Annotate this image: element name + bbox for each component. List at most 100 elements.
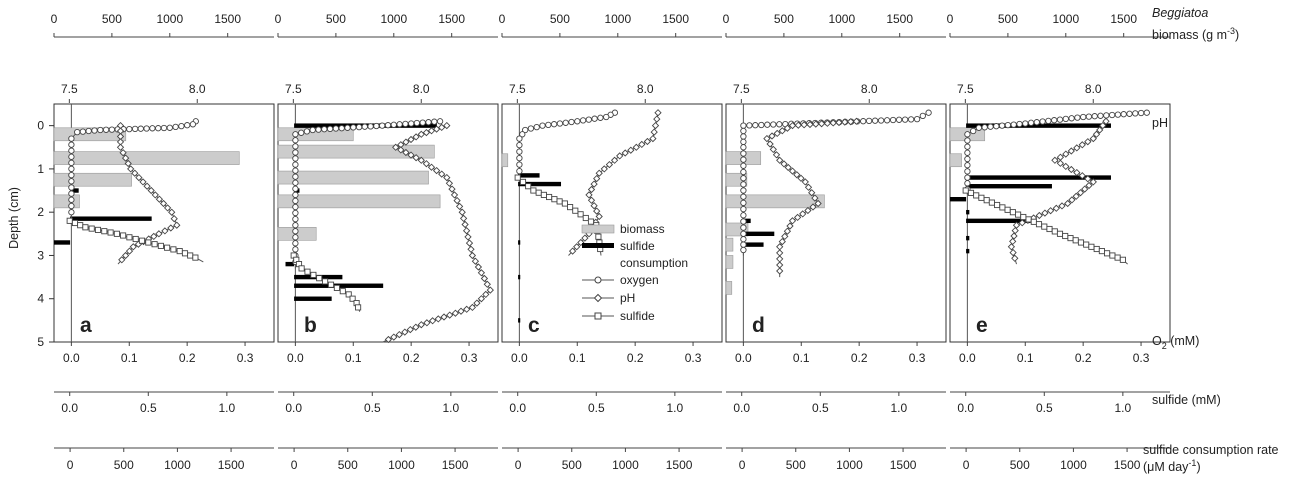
sulfide-point [999,204,1006,211]
ph-point [125,247,134,255]
consumption-bar [966,123,1111,128]
ph-point [167,224,175,232]
panel-frame [949,103,1171,343]
sulfide-point [176,248,183,255]
oxygen-point [770,121,777,128]
ph-tick-label: 8.0 [861,82,878,96]
ph-point [1068,196,1076,204]
oxygen-point [292,228,299,235]
ph-point [1041,209,1049,217]
ph-point [412,133,420,141]
oxygen-point [603,113,610,121]
sulfide-point [316,275,323,282]
ph-point [428,317,437,325]
ph-point [776,255,784,263]
ph-point [434,315,442,323]
oxygen-point [516,154,523,162]
biomass-axis-title-genus: Beggiatoa [1152,6,1208,20]
sulfide-point [1046,225,1053,233]
oxygen-tick-label: 0.0 [287,351,304,365]
ph-point [823,119,832,127]
ph-point [474,263,483,271]
ph-point [402,138,410,146]
consumption-bar [70,216,152,221]
biomass-bar [949,153,962,168]
ph-point [610,156,619,164]
oxygen-tick-label: 0.2 [179,351,196,365]
sulfide-tick-label: 0.5 [140,401,157,415]
oxygen-point [143,125,150,132]
ph-point [151,191,159,199]
ph-point [155,195,164,203]
biomass-tick-label: 1500 [886,12,913,26]
ph-point [483,280,491,288]
ph-point [616,152,624,160]
oxygen-point [149,125,156,132]
ph-point [121,251,130,260]
sulfide-point [1009,209,1016,216]
ph-point [794,121,802,129]
legend-oxygen-marker [594,276,602,284]
ph-point [778,237,786,246]
oxygen-point [981,124,988,131]
oxygen-point [332,125,340,132]
ph-point [786,222,794,230]
oxygen-point [292,209,299,217]
sulfide-point [310,271,317,278]
legend-ph-label: pH [620,291,635,305]
rate-axis-title-units: (μM day-1) [1143,458,1201,474]
ph-point [595,212,603,221]
oxygen-point [740,127,747,135]
oxygen-point [964,143,971,150]
ph-point [417,130,425,138]
ph-point [784,163,792,172]
ph-point [1010,232,1018,240]
oxygen-point [539,122,546,129]
ph-point [1009,248,1017,257]
sulfide-point [967,189,975,196]
ph-point [143,182,151,190]
oxygen-point [292,215,299,223]
oxygen-point [519,131,526,138]
sulfide-point [556,198,563,205]
sulfide-tick-label: 0.5 [588,401,605,415]
oxygen-point [361,123,368,130]
panel-letter: e [976,314,988,337]
ph-point [852,117,861,125]
ph-point [1064,199,1072,208]
rate-tick-label: 1000 [1060,458,1087,472]
oxygen-point [292,197,299,205]
oxygen-point [919,112,926,120]
oxygen-point [740,122,747,129]
ph-point [477,269,486,277]
oxygen-point [516,148,523,155]
ph-point [392,143,400,151]
oxygen-point [740,175,747,182]
panels-layer: a b c d e [53,103,1171,344]
sulfide-point [1004,206,1011,213]
legend-consumption-label-2: consumption [620,256,688,270]
oxygen-point [889,116,897,124]
biomass-tick-label: 1000 [1052,12,1079,26]
sulfide-point [1030,218,1037,225]
biomass-tick-label: 500 [326,12,346,26]
ph-point [1092,130,1101,138]
oxygen-point [303,128,311,135]
oxygen-point [102,126,110,133]
oxygen-point [1097,112,1104,119]
biomass-tick-label: 1000 [604,12,631,26]
ph-line [1010,121,1107,265]
oxygen-point [390,121,397,128]
sulfide-point [978,194,985,201]
ph-point [1072,192,1080,200]
ph-point [590,202,598,210]
ph-point [412,154,420,162]
ph-point [783,227,792,235]
ph-tick-label: 8.0 [1085,82,1102,96]
legend-consumption-swatch [582,243,614,248]
sulfide-point [546,193,553,201]
oxygen-point [292,234,299,241]
sulfide-point [187,252,194,259]
ph-point [427,127,436,135]
